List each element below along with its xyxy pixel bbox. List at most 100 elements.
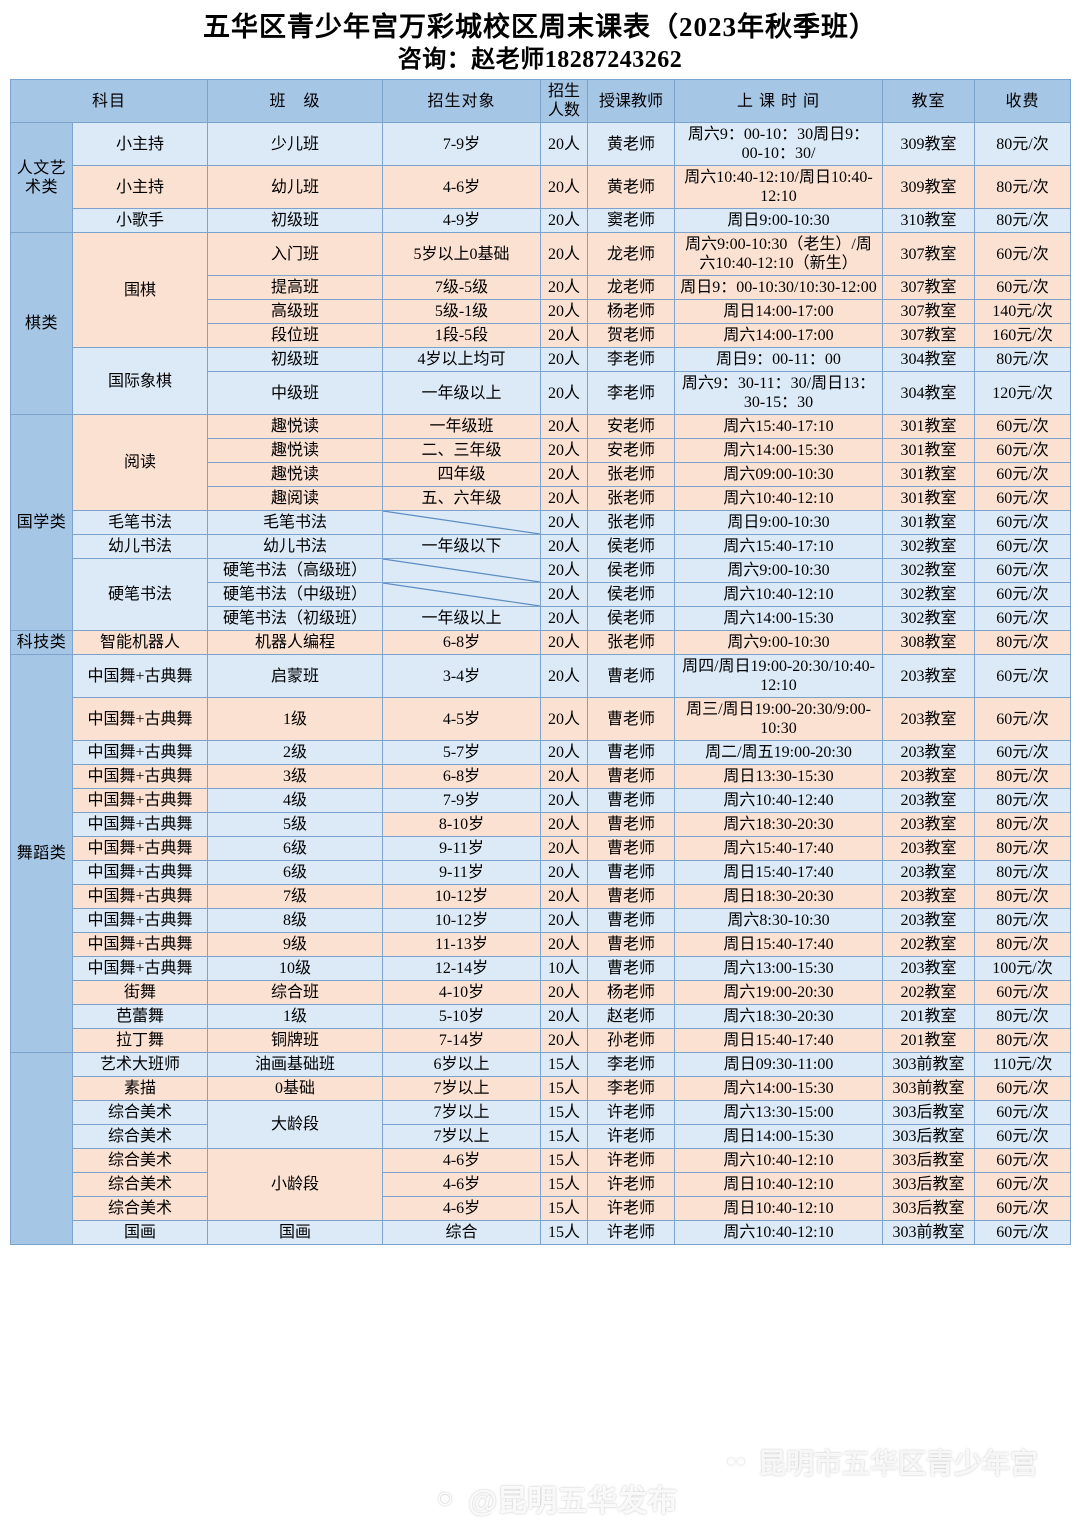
cell-room: 304教室	[882, 371, 976, 415]
cell-target: 5级-1级	[382, 299, 542, 324]
cell-room: 303后教室	[882, 1148, 976, 1173]
cell-quota: 20人	[540, 299, 589, 324]
cell-fee: 60元/次	[974, 606, 1072, 631]
cell-target: 4-9岁	[382, 208, 542, 233]
cell-target: 7-9岁	[382, 788, 542, 813]
cell-teacher: 许老师	[587, 1124, 676, 1149]
category-cell: 国学类	[10, 414, 73, 631]
cell-target: 10-12岁	[382, 884, 542, 909]
cell-quota: 20人	[540, 788, 589, 813]
cell-class: 综合班	[207, 980, 384, 1005]
cell-time: 周六9：00-10：30周日9：00-10：30/	[674, 122, 884, 166]
column-header-class: 班 级	[207, 79, 384, 123]
cell-class: 硬笔书法（高级班）	[207, 558, 384, 583]
table-row: 国学类 阅读 趣悦读 一年级班 20人 安老师 周六15:40-17:10 30…	[10, 414, 1072, 631]
cell-quota: 15人	[540, 1076, 589, 1101]
table-row: 棋类 围棋 入门班 5岁以上0基础 20人 龙老师 周六9:00-10:30（老…	[10, 232, 1072, 415]
cell-quota: 20人	[540, 654, 589, 698]
cell-room: 202教室	[882, 980, 976, 1005]
table-row: 中国舞+古典舞 6级 9-11岁 20人 曹老师 周日15:40-17:40 2…	[11, 860, 1072, 885]
table-row: 幼儿书法 幼儿书法 一年级以下 20人 侯老师 周六15:40-17:10 30…	[11, 534, 1072, 559]
cell-subject: 中国舞+古典舞	[71, 812, 209, 837]
cell-fee: 80元/次	[974, 932, 1072, 957]
cell-room: 301教室	[882, 438, 976, 463]
column-header-teacher: 授课教师	[587, 79, 676, 123]
cell-quota: 15人	[540, 1196, 589, 1221]
cell-time: 周日18:30-20:30	[674, 884, 884, 909]
cell-fee: 60元/次	[974, 654, 1072, 698]
cell-subject: 综合美术	[71, 1148, 209, 1173]
cell-target: 4-6岁	[382, 1172, 542, 1197]
cell-class: 1级	[207, 1004, 384, 1029]
table-row: 中国舞+古典舞 2级 5-7岁 20人 曹老师 周二/周五19:00-20:30…	[11, 740, 1072, 765]
cell-class: 少儿班	[207, 122, 384, 166]
cell-subject: 素描	[71, 1076, 209, 1101]
weibo-icon: ◉	[430, 1483, 460, 1513]
cell-quota: 20人	[540, 275, 589, 300]
cell-class: 8级	[207, 908, 384, 933]
cell-fee: 80元/次	[974, 884, 1072, 909]
cell-time: 周六10:40-12:10/周日10:40-12:10	[674, 165, 884, 209]
cell-fee: 80元/次	[974, 1004, 1072, 1029]
cell-class: 高级班	[207, 299, 384, 324]
cell-time: 周六14:00-15:30	[674, 606, 884, 631]
cell-subject: 中国舞+古典舞	[71, 932, 209, 957]
cell-target: 四年级	[382, 462, 542, 487]
cell-quota: 15人	[540, 1172, 589, 1197]
cell-class: 3级	[207, 764, 384, 789]
cell-teacher: 黄老师	[587, 122, 676, 166]
cell-subject: 中国舞+古典舞	[71, 697, 209, 741]
cell-room: 308教室	[882, 630, 976, 655]
cell-time: 周六10:40-12:10	[674, 1220, 884, 1245]
cell-time: 周六13:00-15:30	[674, 956, 884, 981]
diagonal-strike-icon	[383, 511, 540, 534]
cell-teacher: 曹老师	[587, 812, 676, 837]
cell-quota: 20人	[540, 558, 589, 583]
table-row: 素描 0基础 7岁以上 15人 李老师 周六14:00-15:30 303前教室…	[11, 1076, 1072, 1101]
cell-quota: 15人	[540, 1052, 589, 1077]
cell-fee: 60元/次	[974, 1124, 1072, 1149]
table-row: 舞蹈类 中国舞+古典舞 启蒙班 3-4岁 20人 曹老师 周四/周日19:00-…	[10, 654, 1072, 1053]
cell-time: 周六19:00-20:30	[674, 980, 884, 1005]
cell-time: 周日14:00-17:00	[674, 299, 884, 324]
cell-fee: 160元/次	[974, 323, 1072, 348]
cell-target: 5-10岁	[382, 1004, 542, 1029]
cell-quota: 20人	[540, 908, 589, 933]
table-row: 段位班 1段-5段 20人 贺老师 周六14:00-17:00 307教室 16…	[11, 323, 1072, 348]
cell-room: 307教室	[882, 232, 976, 276]
cell-target: 6-8岁	[382, 764, 542, 789]
cell-class: 10级	[207, 956, 384, 981]
cell-class: 趣悦读	[207, 414, 384, 439]
cell-time: 周日09:30-11:00	[674, 1052, 884, 1077]
cell-fee: 80元/次	[974, 836, 1072, 861]
cell-target: 5岁以上0基础	[382, 232, 542, 276]
cell-quota: 20人	[540, 697, 589, 741]
table-row: 提高班 7级-5级 20人 龙老师 周日9：00-10:30/10:30-12:…	[11, 275, 1072, 300]
cell-time: 周六10:40-12:40	[674, 788, 884, 813]
cell-subject: 硬笔书法	[71, 558, 209, 631]
cell-room: 203教室	[882, 908, 976, 933]
cell-class: 国画	[207, 1220, 384, 1245]
cell-quota: 20人	[540, 462, 589, 487]
cell-class: 4级	[207, 788, 384, 813]
cell-room: 303前教室	[882, 1220, 976, 1245]
table-row: 综合美术 小龄段 4-6岁 15人 许老师 周六10:40-12:10 303后…	[11, 1148, 1072, 1221]
cell-time: 周三/周日19:00-20:30/9:00-10:30	[674, 697, 884, 741]
cell-quota: 10人	[540, 956, 589, 981]
cell-fee: 110元/次	[974, 1052, 1072, 1077]
cell-time: 周日15:40-17:40	[674, 1028, 884, 1053]
cell-time: 周日9：00-10:30/10:30-12:00	[674, 275, 884, 300]
cell-fee: 100元/次	[974, 956, 1072, 981]
cell-class: 铜牌班	[207, 1028, 384, 1053]
cell-subject: 幼儿书法	[71, 534, 209, 559]
cell-target: 4-6岁	[382, 165, 542, 209]
cell-teacher: 李老师	[587, 347, 676, 372]
cell-class: 幼儿班	[207, 165, 384, 209]
cell-teacher: 李老师	[587, 1052, 676, 1077]
cell-class: 9级	[207, 932, 384, 957]
cell-time: 周日14:00-15:30	[674, 1124, 884, 1149]
cell-quota: 20人	[540, 486, 589, 511]
cell-quota: 15人	[540, 1148, 589, 1173]
cell-room: 201教室	[882, 1004, 976, 1029]
cell-fee: 60元/次	[974, 462, 1072, 487]
